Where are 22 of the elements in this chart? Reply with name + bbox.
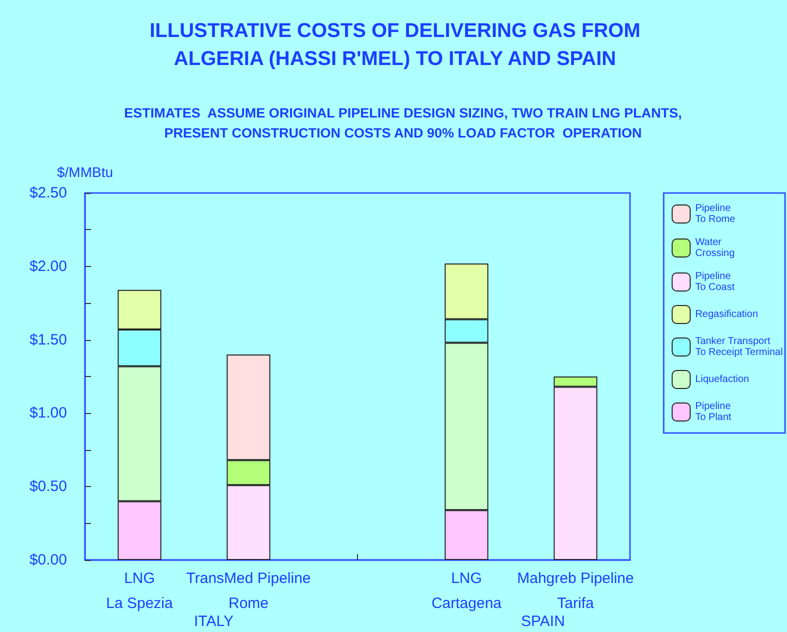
chart-title: ILLUSTRATIVE COSTS OF DELIVERING GAS FROM ALGERIA (HASSI R'MEL) TO ITALY AND SPAIN — [150, 20, 640, 70]
y-tick-label: $0.00 — [29, 552, 67, 568]
legend-label: Tanker Transport To Receipt Terminal — [695, 336, 783, 358]
y-tick-label: $2.50 — [29, 184, 67, 202]
x-tick-label: LNG La Spezia — [106, 570, 174, 612]
y-tick-label: $1.00 — [29, 404, 67, 422]
text: SPAIN — [521, 613, 565, 630]
y-tick-label: $0.50 — [29, 478, 67, 496]
y-tick-label: $1.50 — [29, 331, 67, 348]
x-tick-label: LNG Cartagena — [431, 570, 502, 612]
text: ITALY — [194, 613, 234, 630]
legend-label: Regasification — [695, 309, 758, 320]
x-tick-label: Mahgreb Pipeline Tarifa — [517, 570, 634, 612]
y-tick-label: $2.00 — [29, 258, 67, 275]
legend-label: Pipeline To Plant — [695, 401, 732, 423]
y-axis-title: $/MMBtu — [56, 164, 114, 180]
chart-subtitle: ESTIMATES ASSUME ORIGINAL PIPELINE DESIGN SIZING, TWO TRAIN LNG PLANTS, PRESENT CONSTRUCTION COSTS AND 90% LOAD FACTOR OPERATION — [124, 106, 682, 140]
legend-label: Pipeline To Coast — [695, 271, 735, 293]
legend-label: Pipeline To Rome — [695, 203, 736, 225]
x-tick-label: TransMed Pipeline Rome — [186, 570, 311, 612]
legend-label: Water Crossing — [695, 237, 735, 259]
legend-label: Liquefaction — [695, 374, 750, 385]
